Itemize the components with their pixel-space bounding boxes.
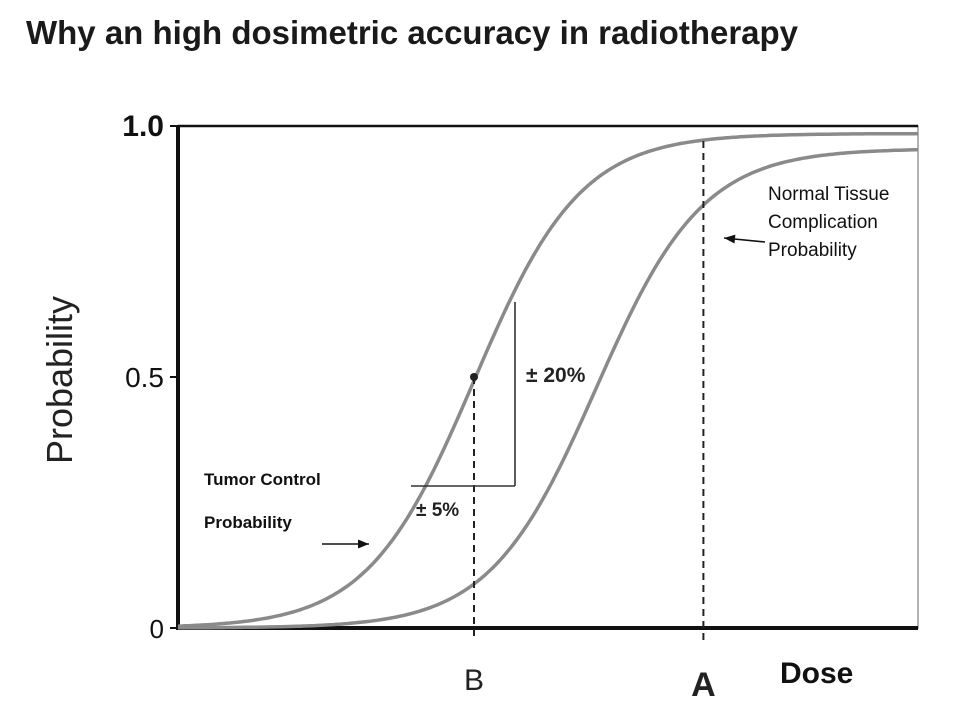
chart-axes: 0 0.5 1.0 Probability Dose [39, 110, 919, 690]
tumor-control-curve [177, 131, 919, 628]
normal-tissue-label-line1: Normal Tissue [768, 184, 889, 205]
x-axis-label: Dose [780, 657, 853, 690]
annotation-plus-minus-20: ± 20% [526, 364, 586, 387]
y-tick-label: 0.5 [125, 362, 164, 393]
y-axis-label: Probability [39, 296, 80, 464]
dose-marker-label: A [691, 666, 716, 704]
y-tick-label: 1.0 [122, 110, 164, 143]
tumor-control-label-line1: Tumor Control [204, 470, 321, 489]
page-title: Why an high dosimetric accuracy in radio… [26, 14, 799, 51]
curve-point [470, 373, 478, 381]
chart-labels: ± 20% ± 5% Tumor Control Probability Normal … [204, 184, 889, 549]
tumor-control-label-line2: Probability [204, 513, 292, 532]
annotation-plus-minus-5: ± 5% [416, 500, 459, 521]
normal-tissue-label-line3: Probability [768, 240, 857, 261]
normal-tissue-arrow-head [724, 234, 736, 244]
chart-curves [177, 131, 919, 630]
tumor-control-arrow-head [358, 539, 369, 549]
y-tick-label: 0 [150, 614, 164, 644]
normal-tissue-label-line2: Complication [768, 212, 878, 233]
normal-tissue-curve [178, 147, 919, 630]
dose-marker-label: B [464, 664, 484, 697]
